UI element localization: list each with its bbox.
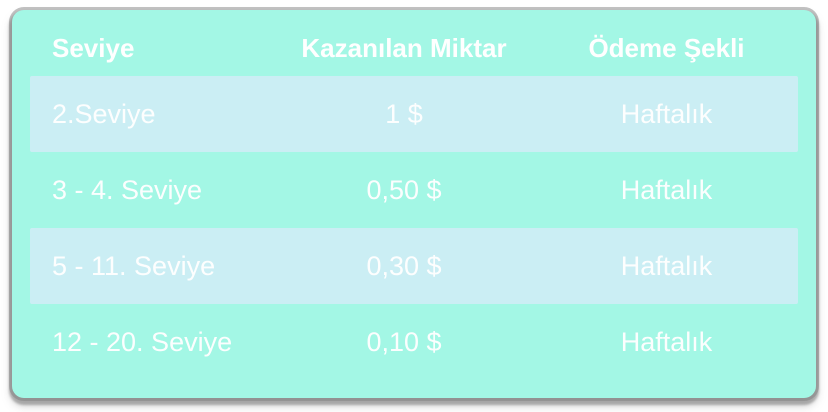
table-row: 5 - 11. Seviye 0,30 $ Haftalık [30,228,798,304]
amount-cell: 1 $ [385,98,423,129]
payment-cell: Haftalık [620,174,713,205]
column-header-amount: Kazanılan Miktar [301,32,507,63]
level-cell: 3 - 4. Seviye [52,174,203,205]
table-header-row: Seviye Kazanılan Miktar Ödeme Şekli [30,10,798,76]
payment-cell: Haftalık [620,250,713,281]
amount-cell: 0,50 $ [366,174,442,205]
level-cell: 12 - 20. Seviye [52,326,233,357]
table-row: 2.Seviye 1 $ Haftalık [30,76,798,152]
earnings-table-card: Seviye Kazanılan Miktar Ödeme Şekli 2.Se… [12,10,816,398]
level-cell: 5 - 11. Seviye [52,250,216,281]
payment-cell: Haftalık [620,98,713,129]
amount-cell: 0,30 $ [366,250,442,281]
column-header-level: Seviye [52,32,135,63]
table-row: 3 - 4. Seviye 0,50 $ Haftalık [30,152,798,228]
amount-cell: 0,10 $ [366,326,442,357]
table-row: 12 - 20. Seviye 0,10 $ Haftalık [30,304,798,380]
payment-cell: Haftalık [620,326,713,357]
level-cell: 2.Seviye [52,98,156,129]
column-header-payment: Ödeme Şekli [588,32,745,63]
